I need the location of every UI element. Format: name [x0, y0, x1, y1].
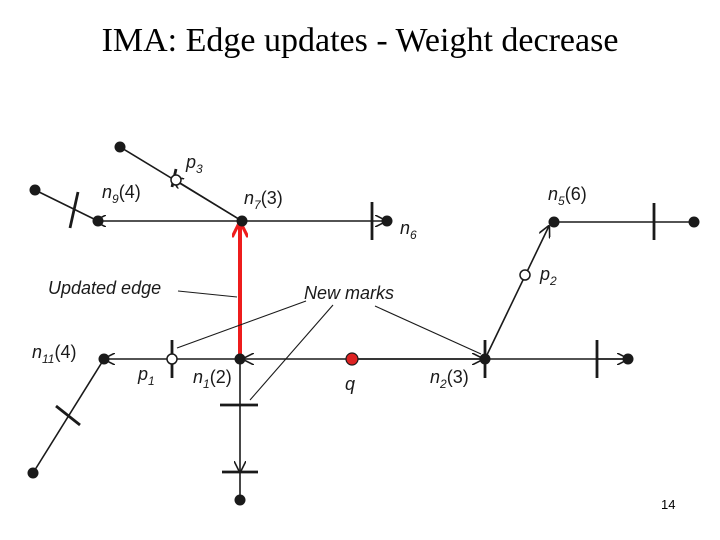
node-right-top: [688, 216, 700, 228]
annotations: Updated edge New marks: [48, 278, 394, 303]
leader-new-marks-n2: [374, 305, 482, 355]
marks: [55, 168, 656, 474]
node-n11: [98, 353, 110, 365]
point-p1: [166, 353, 178, 365]
annotation-new-marks: New marks: [304, 283, 394, 303]
point-p3: [170, 174, 182, 186]
label-n6: n6: [400, 218, 417, 242]
node-n7: [236, 215, 248, 227]
slide-title: IMA: Edge updates - Weight decrease: [101, 22, 619, 59]
node-n2: [479, 353, 491, 365]
leader-updated-edge: [177, 290, 238, 298]
edge-n7-up: [119, 146, 243, 222]
point-q: [345, 352, 359, 366]
annotation-updated-edge: Updated edge: [48, 278, 161, 298]
node-right-bottom: [622, 353, 634, 365]
label-p1: p1: [137, 364, 155, 388]
nodes: [27, 141, 700, 506]
node-n1: [234, 353, 246, 365]
node-far-left: [29, 184, 41, 196]
label-n9: n9(4): [102, 182, 141, 206]
node-n9: [92, 215, 104, 227]
edge-n2-n5: [484, 226, 549, 360]
label-n7: n7(3): [244, 188, 283, 212]
mark-n9-left: [68, 191, 80, 229]
node-bottom-left: [27, 467, 39, 479]
label-n1: n1(2): [193, 367, 232, 391]
node-labels: p3 n9(4) n7(3) n6 n5(6) p2 n11(4) p1 n1(…: [32, 152, 587, 394]
leader-new-marks-p1: [176, 300, 307, 349]
node-bottom: [234, 494, 246, 506]
edge-n9-left: [34, 189, 99, 222]
annotation-leaders: [176, 290, 482, 401]
label-n11: n11(4): [32, 342, 76, 366]
mark-n11-down: [55, 404, 81, 427]
node-n6: [381, 215, 393, 227]
label-n5: n5(6): [548, 184, 587, 208]
label-n2: n2(3): [430, 367, 469, 391]
label-q: q: [345, 374, 355, 394]
point-p2: [519, 269, 531, 281]
node-top-left: [114, 141, 126, 153]
label-p3: p3: [185, 152, 203, 176]
page-number: 14: [661, 497, 676, 512]
node-n5: [548, 216, 560, 228]
label-p2: p2: [539, 264, 557, 288]
leader-new-marks-down: [249, 304, 334, 401]
